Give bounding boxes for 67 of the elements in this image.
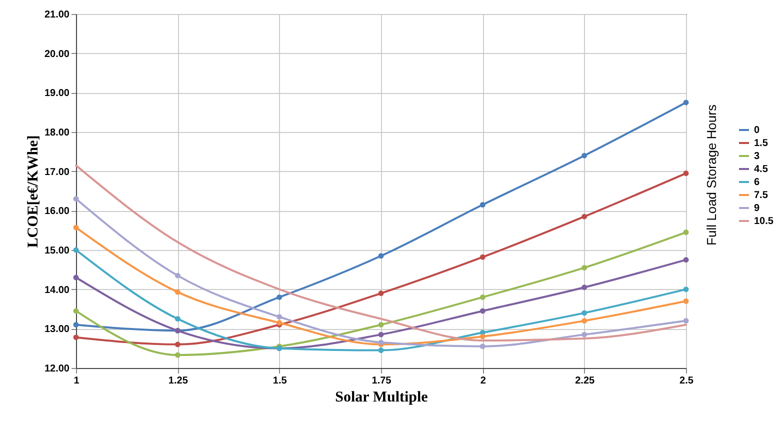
point xyxy=(174,352,180,358)
y-tick-label: 18.00 xyxy=(44,128,70,138)
point xyxy=(174,272,180,278)
point xyxy=(73,247,79,253)
y-tick-label: 15.00 xyxy=(44,246,70,256)
y-tick-label: 12.00 xyxy=(44,364,70,374)
y-tick-label: 16.00 xyxy=(44,206,70,218)
x-tick-label: 1 xyxy=(74,376,80,386)
point xyxy=(378,332,384,338)
point xyxy=(378,253,384,259)
x-tick-label: 1.25 xyxy=(168,376,188,386)
point xyxy=(582,318,588,324)
y-axis-title: LCOE[e€/KWhe] xyxy=(25,135,42,248)
point xyxy=(683,318,689,324)
y-tick-label: 19.00 xyxy=(44,88,70,100)
point xyxy=(683,286,689,292)
legend-label: 10.5 xyxy=(754,216,774,227)
point xyxy=(582,332,588,338)
point xyxy=(582,284,588,290)
point xyxy=(480,334,486,340)
point xyxy=(582,152,588,158)
point xyxy=(480,202,486,208)
legend-label: 6 xyxy=(754,177,760,188)
point xyxy=(480,254,486,260)
legend-label: 4.5 xyxy=(754,164,768,175)
y-tick-label: 21.00 xyxy=(44,10,70,20)
point xyxy=(378,322,384,328)
legend-label: 1.5 xyxy=(754,138,768,149)
legend-label: 7.5 xyxy=(754,190,768,201)
point xyxy=(683,170,689,176)
legend-title: Full Load Storage Hours xyxy=(704,104,719,246)
x-tick-label: 1.75 xyxy=(372,376,392,386)
point xyxy=(73,322,79,328)
x-tick-label: 2 xyxy=(480,376,486,386)
point xyxy=(174,342,180,348)
point xyxy=(480,344,486,350)
point xyxy=(683,230,689,236)
point xyxy=(378,348,384,354)
y-tick-label: 14.00 xyxy=(44,284,70,296)
legend-label: 0 xyxy=(754,125,760,136)
y-tick-label: 13.00 xyxy=(44,324,70,336)
x-tick-label: 2.5 xyxy=(680,376,694,386)
x-tick-label: 2.25 xyxy=(575,376,595,386)
y-tick-label: 20.00 xyxy=(44,48,70,60)
point xyxy=(73,334,79,340)
point xyxy=(480,308,486,314)
point xyxy=(378,290,384,296)
point xyxy=(480,294,486,300)
point xyxy=(582,214,588,220)
x-tick-label: 1.5 xyxy=(272,376,288,386)
point xyxy=(683,257,689,263)
point xyxy=(582,310,588,316)
point xyxy=(174,289,180,295)
point xyxy=(276,314,282,320)
point xyxy=(582,264,588,270)
point xyxy=(73,224,79,230)
point xyxy=(174,316,180,322)
point xyxy=(73,274,79,280)
point xyxy=(73,308,79,314)
x-axis-title: Solar Multiple xyxy=(335,390,428,406)
legend-label: 3 xyxy=(754,151,760,162)
point xyxy=(683,100,689,106)
point xyxy=(683,298,689,304)
legend-label: 9 xyxy=(754,203,760,214)
point xyxy=(276,294,282,300)
y-tick-label: 17.00 xyxy=(44,166,70,178)
point xyxy=(73,196,79,202)
